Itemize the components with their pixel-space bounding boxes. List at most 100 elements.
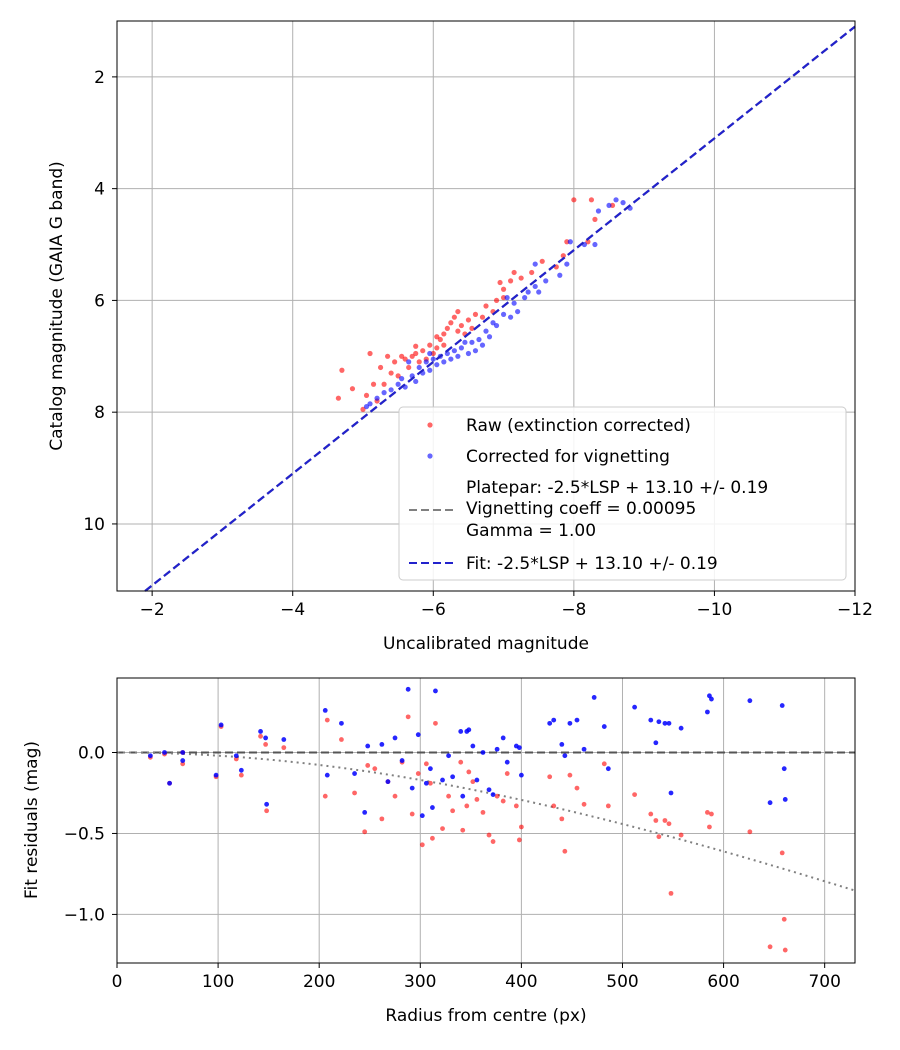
raw-point: [444, 325, 450, 331]
top-x-tick-label: −4: [280, 600, 305, 620]
corrected-point: [504, 295, 510, 301]
raw-point: [370, 381, 377, 387]
raw-residual-point: [601, 761, 607, 767]
corrected-point: [508, 314, 514, 320]
corrected-point: [476, 336, 482, 343]
corrected-residual-point: [591, 695, 597, 700]
bottom-x-tick-label: 700: [808, 972, 840, 992]
corrected-point: [367, 401, 373, 407]
corrected-point: [515, 308, 521, 315]
corrected-point: [395, 381, 401, 387]
corrected-residual-point: [450, 774, 456, 780]
raw-residual-point: [518, 824, 524, 830]
raw-point: [441, 331, 447, 337]
corrected-point: [430, 356, 436, 362]
raw-residual-point: [648, 811, 654, 817]
raw-residual-point: [490, 839, 496, 844]
raw-residual-point: [581, 801, 587, 807]
top-y-tick-label: 2: [94, 68, 105, 88]
bottom-ticks: 0 100 200 300 400 500 600 700 0.0 −0.5 −1.0: [64, 743, 841, 992]
corrected-residual-point: [551, 717, 557, 723]
corrected-residual-point: [233, 753, 239, 759]
corrected-residual-point: [504, 759, 510, 765]
corrected-residual-point: [581, 746, 587, 752]
corrected-residual-point: [180, 750, 186, 755]
corrected-residual-point: [427, 766, 433, 772]
legend-gamma-label: Gamma = 1.00: [466, 521, 596, 541]
raw-point: [402, 356, 408, 362]
corrected-residual-point: [392, 735, 398, 741]
corrected-point: [388, 387, 394, 393]
vignetting-model-curve: [116, 751, 856, 892]
corrected-residual-point: [662, 720, 668, 726]
corrected-residual-point: [180, 758, 186, 763]
raw-point: [395, 373, 401, 379]
raw-point: [360, 406, 366, 412]
raw-point: [399, 353, 405, 359]
raw-point: [511, 269, 517, 276]
corrected-residual-point: [518, 772, 524, 778]
corrected-point: [406, 359, 412, 365]
raw-point: [508, 278, 514, 284]
corrected-residual-point: [405, 686, 411, 692]
corrected-residual-point: [362, 810, 368, 815]
raw-residual-point: [678, 832, 684, 838]
raw-point: [451, 314, 457, 320]
top-y-tick-label: 10: [83, 515, 105, 535]
raw-point: [409, 353, 415, 359]
raw-residual-point: [281, 745, 287, 751]
raw-residual-point: [238, 772, 244, 778]
corrected-point: [427, 367, 433, 373]
corrected-point: [490, 320, 496, 326]
raw-residual-point: [747, 829, 753, 835]
corrected-residual-point: [213, 772, 219, 778]
raw-point: [413, 343, 419, 349]
raw-residual-point: [486, 832, 492, 838]
corrected-point: [472, 348, 479, 354]
raw-point: [469, 325, 475, 331]
raw-point: [497, 279, 503, 286]
raw-point: [493, 297, 500, 304]
legend-raw-marker: [427, 422, 433, 428]
raw-point: [588, 197, 595, 203]
corrected-residual-point: [567, 720, 573, 726]
top-points: [335, 197, 633, 412]
corrected-point: [469, 339, 475, 345]
corrected-residual-point: [747, 698, 753, 704]
top-y-axis-label: Catalog magnitude (GAIA G band): [47, 161, 67, 451]
corrected-point: [458, 345, 464, 351]
raw-residual-point: [405, 714, 411, 720]
corrected-residual-point: [767, 800, 773, 806]
corrected-point: [374, 395, 380, 401]
raw-residual-point: [767, 944, 773, 950]
raw-point: [381, 381, 387, 387]
corrected-point: [532, 261, 538, 267]
top-ticks: −2 −4 −6 −8 −10 −12 2 4 6 8 10: [83, 68, 873, 620]
raw-residual-point: [574, 785, 580, 791]
raw-residual-point: [782, 947, 788, 953]
raw-point: [500, 286, 507, 292]
corrected-residual-point: [678, 725, 684, 731]
top-x-tick-label: −2: [140, 600, 165, 620]
corrected-residual-point: [470, 743, 476, 749]
raw-residual-point: [516, 837, 522, 843]
raw-residual-point: [605, 803, 611, 809]
legend-corrected-marker: [427, 453, 433, 459]
corrected-residual-point: [466, 727, 472, 733]
raw-residual-point: [500, 798, 506, 804]
corrected-point: [532, 283, 538, 290]
raw-point: [483, 303, 489, 309]
corrected-residual-point: [574, 717, 580, 723]
corrected-residual-point: [547, 720, 553, 726]
raw-residual-point: [322, 793, 328, 799]
top-lines: [144, 25, 856, 592]
raw-residual-point: [653, 818, 659, 823]
legend-fit-label: Fit: -2.5*LSP + 13.10 +/- 0.19: [466, 554, 718, 574]
raw-residual-point: [567, 772, 573, 778]
corrected-point: [451, 348, 457, 354]
legend-vignetting-label: Vignetting coeff = 0.00095: [466, 499, 696, 519]
raw-residual-point: [632, 792, 638, 797]
top-x-axis-label: Uncalibrated magnitude: [383, 634, 589, 654]
corrected-residual-point: [458, 729, 464, 734]
corrected-point: [592, 241, 598, 248]
